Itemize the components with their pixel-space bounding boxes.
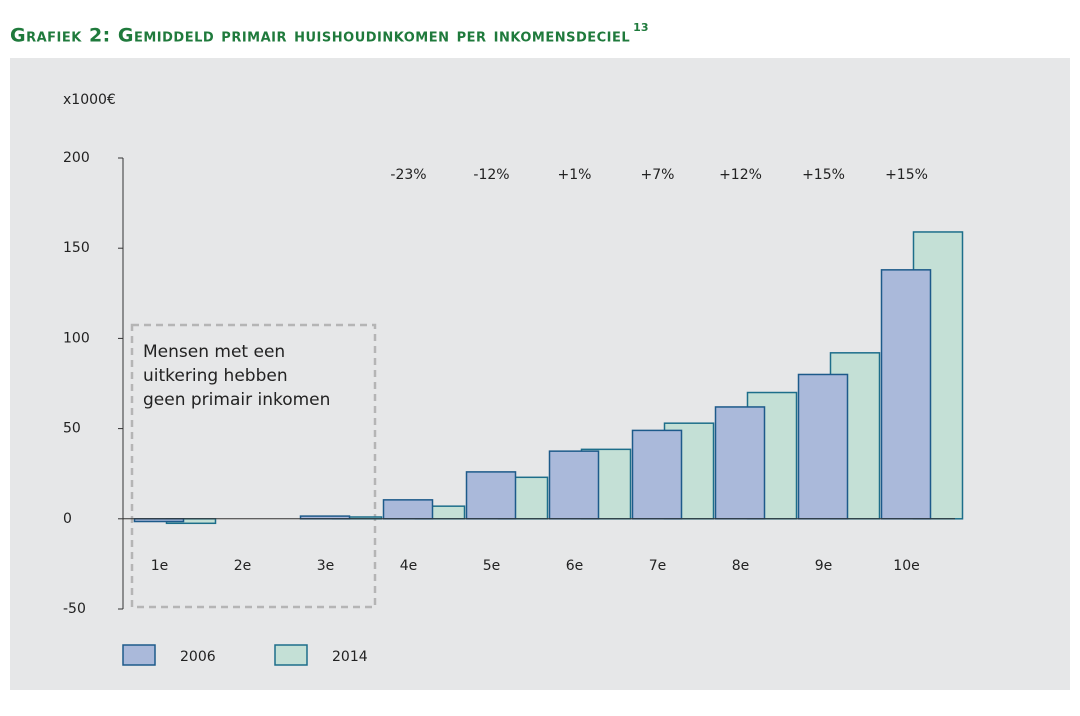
x-tick-label: 8e — [732, 558, 750, 574]
note-box — [130, 323, 377, 609]
x-tick-label: 3e — [317, 558, 335, 574]
note-text: geen primair inkomen — [143, 390, 330, 410]
y-unit: x1000€ — [63, 92, 116, 108]
x-tick-label: 2e — [234, 558, 252, 574]
change-label: +12% — [719, 167, 762, 183]
y-tick-label: 50 — [63, 421, 81, 437]
note-text: uitkering hebben — [143, 366, 288, 386]
x-tick-label: 6e — [566, 558, 584, 574]
change-label: +15% — [802, 167, 845, 183]
x-tick-label: 5e — [483, 558, 501, 574]
bar — [880, 269, 932, 520]
x-tick-label: 4e — [400, 558, 418, 574]
change-label: -12% — [473, 167, 509, 183]
legend-swatch — [122, 644, 156, 666]
legend-swatch — [274, 644, 308, 666]
x-tick-label: 7e — [649, 558, 667, 574]
title-footnote: 13 — [633, 21, 648, 34]
bar — [382, 499, 434, 520]
y-tick-label: 100 — [63, 330, 90, 346]
bar — [631, 429, 683, 520]
change-label: +1% — [558, 167, 592, 183]
y-tick-label: 200 — [63, 150, 90, 166]
bar — [548, 450, 600, 520]
x-tick-label: 9e — [815, 558, 833, 574]
bar — [714, 406, 766, 520]
change-label: +7% — [641, 167, 675, 183]
note-text: Mensen met een — [143, 342, 285, 362]
bar — [797, 373, 849, 520]
x-tick-label: 10e — [893, 558, 919, 574]
bar — [465, 471, 517, 520]
y-tick-label: 150 — [63, 240, 90, 256]
y-tick-label: -50 — [63, 601, 86, 617]
y-tick-label: 0 — [63, 511, 72, 527]
change-label: +15% — [885, 167, 928, 183]
legend-label: 2014 — [332, 649, 368, 665]
legend-label: 2006 — [180, 649, 216, 665]
chart-title: Grafiek 2: Gemiddeld primair huishoudink… — [10, 25, 630, 47]
x-tick-label: 1e — [151, 558, 169, 574]
change-label: -23% — [390, 167, 426, 183]
